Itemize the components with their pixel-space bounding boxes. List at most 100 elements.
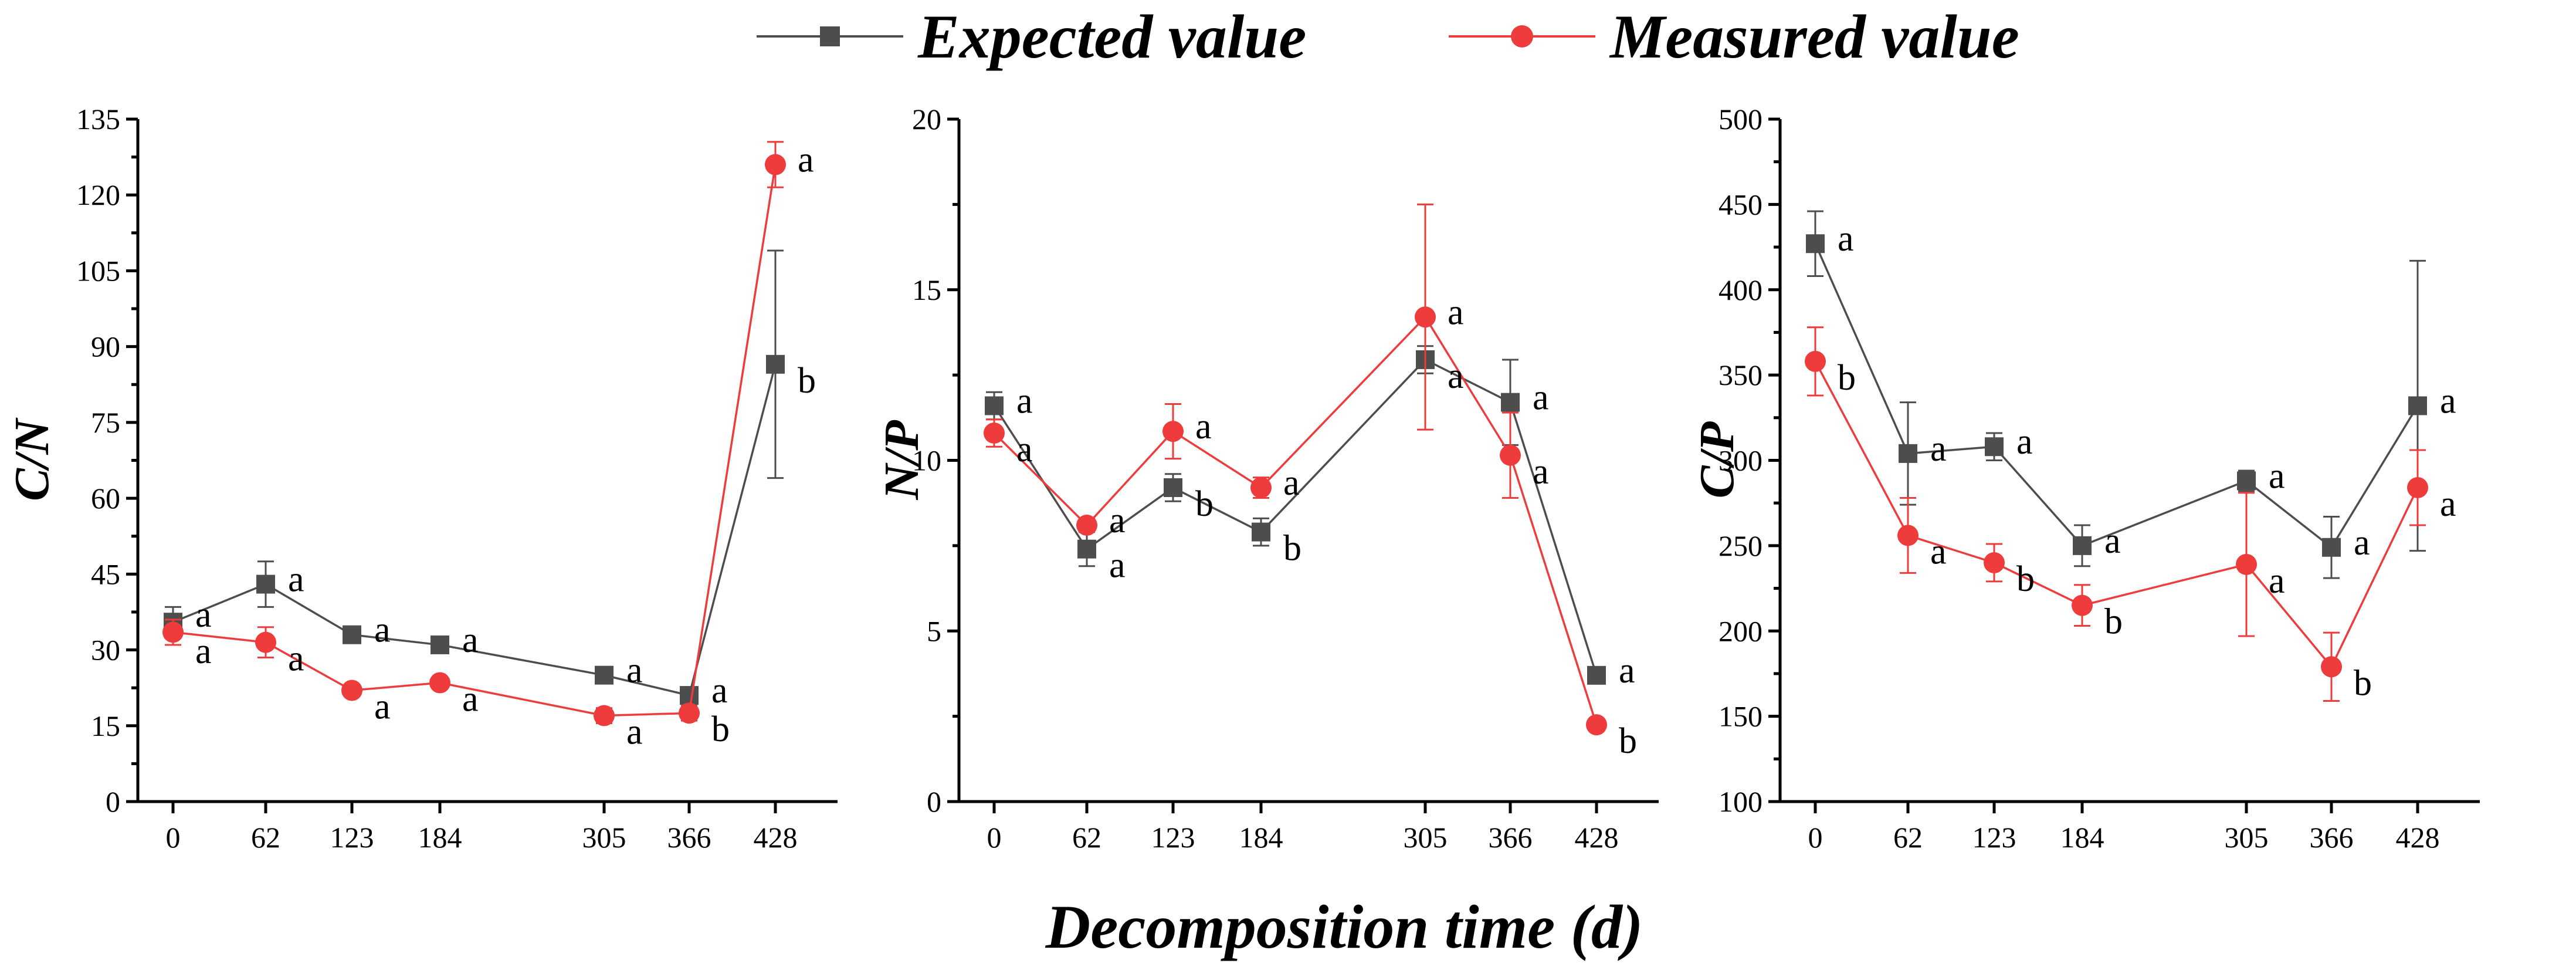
data-point <box>1252 522 1270 542</box>
significance-letter: a <box>626 651 643 691</box>
data-point <box>1500 444 1521 466</box>
significance-letter: a <box>1016 430 1033 469</box>
y-tick-label: 120 <box>76 178 120 211</box>
data-point <box>1162 421 1184 442</box>
data-point <box>1501 393 1520 412</box>
y-axis-label: C/P <box>1690 421 1744 498</box>
x-tick-label: 184 <box>2060 821 2104 854</box>
data-point <box>2237 471 2256 491</box>
significance-letter: a <box>1109 546 1126 586</box>
chart-panel-1: 0 15 30 45 60 75 90 105 120 135 0 62 123 184 305 366 428… <box>5 103 838 854</box>
series-expected-value <box>164 249 785 705</box>
x-tick-label: 428 <box>1575 821 1619 854</box>
y-tick-label: 10 <box>912 444 941 477</box>
significance-letter: a <box>195 595 212 635</box>
x-tick-label: 428 <box>754 821 798 854</box>
data-point <box>1586 714 1607 736</box>
significance-letter: a <box>2104 521 2121 561</box>
x-tick-label: 62 <box>1893 821 1923 854</box>
series-measured-value <box>162 141 786 726</box>
x-tick-label: 366 <box>2310 821 2354 854</box>
x-tick-label: 62 <box>1072 821 1101 854</box>
significance-letter: b <box>2354 663 2372 703</box>
y-tick-label: 150 <box>1719 700 1762 733</box>
y-tick-label: 90 <box>91 330 120 363</box>
x-axis-title: Decomposition time (d) <box>1045 893 1643 961</box>
y-tick-label: 45 <box>91 557 120 590</box>
data-point <box>431 635 449 654</box>
data-point <box>1415 306 1436 328</box>
data-point <box>595 665 614 685</box>
significance-letter: a <box>2354 523 2370 563</box>
legend-expected-marker <box>820 26 840 46</box>
data-point <box>765 154 786 175</box>
significance-letter: b <box>798 361 816 401</box>
significance-letter: b <box>711 709 730 749</box>
significance-letter: a <box>288 560 304 600</box>
series-measured-value <box>984 203 1607 736</box>
data-point <box>594 705 615 726</box>
x-tick-label: 184 <box>418 821 462 854</box>
data-point <box>2073 536 2092 555</box>
data-point <box>1250 477 1272 499</box>
y-tick-label: 250 <box>1719 529 1762 562</box>
y-tick-label: 350 <box>1719 359 1762 391</box>
y-tick-label: 60 <box>91 482 120 515</box>
significance-letter: a <box>711 671 728 711</box>
x-tick-label: 366 <box>667 821 711 854</box>
significance-letter: a <box>1533 452 1549 492</box>
significance-letter: a <box>1016 381 1033 421</box>
significance-letter: a <box>462 680 479 719</box>
y-tick-label: 450 <box>1719 188 1762 221</box>
data-point <box>255 631 276 653</box>
data-point <box>680 686 699 705</box>
data-point <box>1587 665 1606 685</box>
significance-letter: a <box>1619 651 1635 691</box>
data-point <box>429 672 450 694</box>
x-tick-label: 123 <box>1151 821 1195 854</box>
data-point <box>162 621 184 643</box>
significance-letter: a <box>1533 378 1549 418</box>
significance-letter: a <box>374 687 391 726</box>
data-point <box>1985 437 2004 457</box>
x-tick-label: 184 <box>1239 821 1283 854</box>
data-point <box>343 625 361 644</box>
data-point <box>2407 477 2428 499</box>
y-tick-label: 500 <box>1719 103 1762 136</box>
significance-letter: a <box>195 631 212 671</box>
data-point <box>256 574 275 594</box>
data-point <box>1984 552 2005 573</box>
y-tick-label: 30 <box>91 634 120 667</box>
y-axis-label: N/P <box>875 420 929 501</box>
x-tick-label: 305 <box>582 821 626 854</box>
x-tick-label: 0 <box>987 821 1002 854</box>
y-axis-label: C/N <box>5 417 59 501</box>
data-point <box>1164 478 1182 498</box>
significance-letter: b <box>2016 559 2035 599</box>
significance-letter: a <box>1838 219 1854 259</box>
significance-letter: a <box>2269 561 2285 601</box>
significance-letter: a <box>626 712 643 752</box>
x-tick-label: 305 <box>1404 821 1448 854</box>
significance-letter: a <box>1283 463 1300 503</box>
y-tick-label: 5 <box>927 614 941 647</box>
data-point <box>2072 594 2093 616</box>
data-point <box>766 354 785 374</box>
x-tick-label: 366 <box>1489 821 1533 854</box>
significance-letter: a <box>1109 501 1126 540</box>
data-point <box>341 680 362 701</box>
significance-letter: a <box>1930 429 1947 469</box>
significance-letter: a <box>1448 356 1464 396</box>
data-point <box>2321 656 2342 678</box>
significance-letter: b <box>1619 721 1637 761</box>
legend: Expected value Measured value <box>757 2 2019 71</box>
x-tick-label: 0 <box>1808 821 1823 854</box>
y-tick-label: 200 <box>1719 614 1762 647</box>
legend-measured-label: Measured value <box>1609 2 2019 71</box>
series-expected-value <box>985 345 1606 685</box>
y-tick-label: 0 <box>106 785 120 818</box>
y-tick-label: 105 <box>76 254 120 287</box>
x-tick-label: 305 <box>2225 821 2269 854</box>
